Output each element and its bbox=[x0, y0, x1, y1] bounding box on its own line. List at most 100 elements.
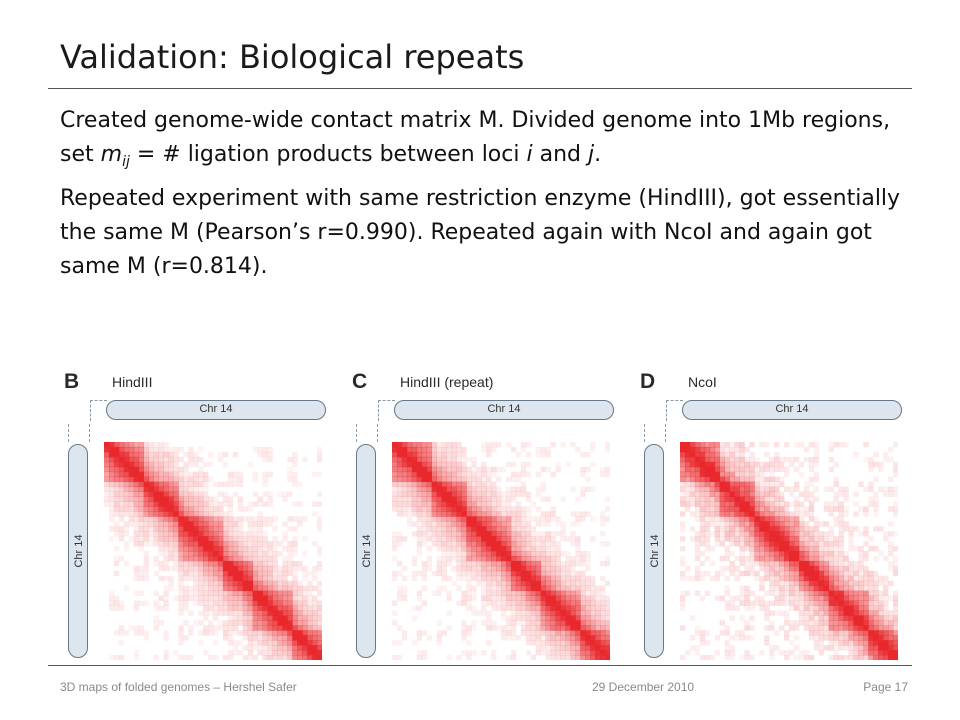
heatmap-cell bbox=[312, 565, 318, 572]
heatmap-cell bbox=[421, 491, 428, 497]
heatmap-cell bbox=[570, 560, 576, 567]
heatmap-cell bbox=[600, 650, 606, 656]
heatmap-cell bbox=[138, 570, 145, 577]
heatmap-cell bbox=[535, 650, 542, 656]
heatmap-cell bbox=[749, 546, 755, 552]
heatmap-cell bbox=[237, 526, 244, 532]
heatmap-cell bbox=[272, 595, 278, 601]
heatmap-cell bbox=[501, 595, 507, 601]
heatmap-cell bbox=[789, 605, 795, 611]
heatmap-cell bbox=[848, 536, 854, 542]
heatmap-cell bbox=[709, 471, 716, 478]
heatmap-cell bbox=[481, 575, 487, 582]
heatmap-cell bbox=[680, 570, 686, 577]
heatmap-cell bbox=[868, 585, 874, 592]
heatmap-cell bbox=[803, 531, 810, 537]
heatmap-cell bbox=[123, 446, 130, 453]
heatmap-cell bbox=[540, 615, 546, 621]
heatmap-cell bbox=[173, 501, 179, 507]
heatmap-cell bbox=[793, 526, 800, 532]
heatmap-cell bbox=[153, 486, 159, 492]
heatmap-cell bbox=[774, 516, 780, 522]
heatmap-cell bbox=[461, 635, 467, 641]
heatmap-cell bbox=[133, 536, 140, 542]
heatmap-cell bbox=[406, 511, 413, 517]
heatmap-cell bbox=[392, 446, 398, 453]
heatmap-cell bbox=[545, 610, 551, 616]
heatmap-cell bbox=[719, 471, 725, 478]
heatmap-cell bbox=[496, 541, 502, 547]
heatmap-cell bbox=[158, 461, 164, 468]
heatmap-cell bbox=[222, 580, 229, 587]
heatmap-cell bbox=[133, 481, 140, 487]
heatmap-cell bbox=[853, 640, 859, 646]
heatmap-cell bbox=[317, 546, 322, 552]
heatmap-cell bbox=[818, 645, 825, 651]
heatmap-cell bbox=[217, 526, 224, 532]
heatmap-cell bbox=[724, 575, 730, 582]
heatmap-cell bbox=[893, 546, 898, 552]
heatmap-cell bbox=[560, 625, 566, 631]
heatmap-cell bbox=[838, 501, 844, 507]
heatmap-cell bbox=[868, 456, 874, 463]
heatmap-cell bbox=[520, 630, 527, 636]
heatmap-cell bbox=[520, 565, 527, 572]
heatmap-cell bbox=[540, 585, 546, 592]
heatmap-cell bbox=[307, 595, 313, 601]
heatmap-cell bbox=[297, 501, 303, 507]
heatmap-cell bbox=[471, 466, 477, 473]
heatmap-cell bbox=[193, 511, 199, 517]
heatmap-cell bbox=[818, 600, 825, 606]
heatmap-cell bbox=[446, 536, 452, 542]
heatmap-cell bbox=[282, 575, 288, 582]
heatmap-cell bbox=[178, 551, 184, 557]
heatmap-cell bbox=[426, 471, 433, 478]
heatmap-cell bbox=[481, 546, 487, 552]
heatmap-cell bbox=[451, 442, 457, 448]
heatmap-cell bbox=[173, 531, 179, 537]
heatmap-cell bbox=[580, 466, 586, 473]
heatmap-cell bbox=[481, 506, 487, 512]
heatmap-cell bbox=[813, 461, 820, 468]
heatmap-cell bbox=[843, 570, 849, 577]
heatmap-cell bbox=[818, 565, 825, 572]
heatmap-cell bbox=[570, 565, 576, 572]
heatmap-cell bbox=[888, 506, 894, 512]
heatmap-cell bbox=[173, 560, 179, 567]
heatmap-cell bbox=[486, 615, 492, 621]
heatmap-cell bbox=[491, 575, 497, 582]
heatmap-cell bbox=[317, 645, 322, 651]
heatmap-cell bbox=[401, 442, 408, 448]
heatmap-cell bbox=[193, 595, 199, 601]
heatmap-cell bbox=[198, 560, 204, 567]
heatmap-cell bbox=[163, 446, 169, 453]
heatmap-cell bbox=[307, 585, 313, 592]
heatmap-cell bbox=[232, 590, 239, 596]
heatmap-cell bbox=[724, 451, 730, 458]
heatmap-cell bbox=[769, 655, 775, 660]
heatmap-cell bbox=[744, 531, 750, 537]
heatmap-cell bbox=[600, 630, 606, 636]
heatmap-cell bbox=[277, 541, 283, 547]
heatmap-cell bbox=[719, 491, 725, 497]
heatmap-cell bbox=[232, 521, 239, 527]
heatmap-cell bbox=[565, 580, 571, 587]
heatmap-cell bbox=[222, 531, 229, 537]
heatmap-cell bbox=[848, 541, 854, 547]
heatmap-cell bbox=[719, 595, 725, 601]
heatmap-cell bbox=[828, 551, 834, 557]
heatmap-cell bbox=[158, 560, 164, 567]
heatmap-cell bbox=[555, 645, 561, 651]
heatmap-cell bbox=[550, 595, 556, 601]
heatmap-cell bbox=[595, 630, 601, 636]
heatmap-cell bbox=[873, 546, 879, 552]
heatmap-cell bbox=[575, 546, 581, 552]
heatmap-cell bbox=[719, 516, 725, 522]
heatmap-cell bbox=[138, 446, 145, 453]
heatmap-cell bbox=[769, 506, 775, 512]
heatmap-cell bbox=[828, 590, 834, 596]
heatmap-cell bbox=[302, 570, 308, 577]
heatmap-cell bbox=[203, 570, 209, 577]
heatmap-cell bbox=[491, 555, 497, 562]
heatmap-cell bbox=[466, 625, 472, 631]
